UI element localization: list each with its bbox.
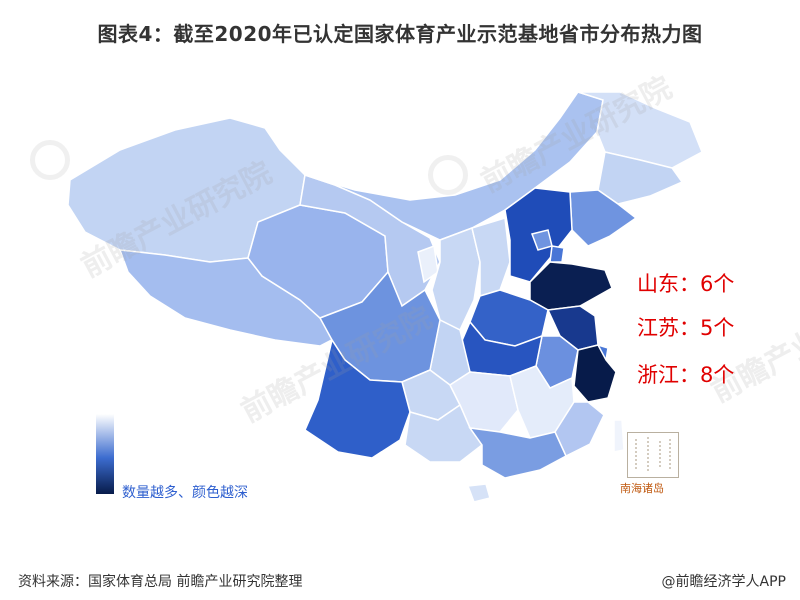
legend-label: 数量越多、颜色越深 <box>122 485 248 501</box>
region-liaoning <box>569 189 638 247</box>
watermark-icon <box>30 140 70 180</box>
south-china-sea-inset <box>627 432 679 478</box>
callout-zhejiang: 浙江：8个 <box>637 363 735 387</box>
china-heat-map: 前瞻产业研究院 前瞻产业研究院 前瞻产业研究院 前瞻产业研究院 <box>0 60 800 530</box>
app-credit: @前瞻经济学人APP <box>661 574 786 590</box>
region-guangdong <box>468 427 567 479</box>
region-zhejiang <box>573 344 617 403</box>
watermark-icon <box>428 155 468 195</box>
region-shandong <box>529 261 613 311</box>
region-tianjin <box>549 245 565 263</box>
inset-label: 南海诸岛 <box>620 482 664 495</box>
legend-color-bar <box>96 414 114 494</box>
callout-shandong: 山东：6个 <box>637 272 735 296</box>
region-hainan <box>466 483 491 503</box>
region-taiwan <box>613 419 625 453</box>
region-yunnan <box>304 338 411 459</box>
map-svg <box>67 91 703 503</box>
callout-jiangsu: 江苏：5个 <box>637 316 735 340</box>
source-note: 资料来源：国家体育总局 前瞻产业研究院整理 <box>18 574 303 590</box>
chart-title: 图表4：截至2020年已认定国家体育产业示范基地省市分布热力图 <box>97 22 703 46</box>
inset-islands-icon <box>635 437 671 473</box>
